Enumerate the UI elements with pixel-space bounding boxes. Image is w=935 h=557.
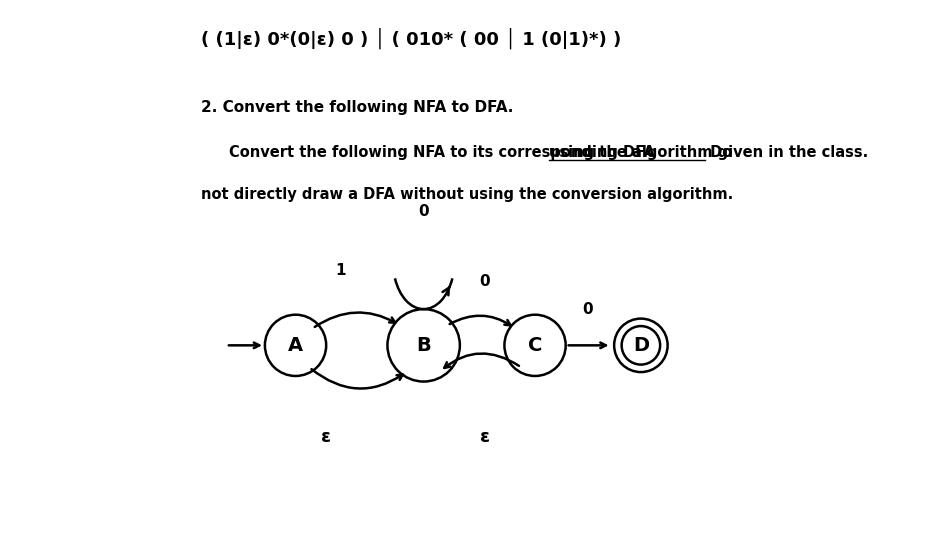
Text: using the algorithm given in the class.: using the algorithm given in the class. [549, 145, 869, 160]
Text: ε: ε [480, 428, 490, 446]
Text: C: C [528, 336, 542, 355]
Text: D: D [633, 336, 649, 355]
Text: 0: 0 [480, 274, 490, 289]
Text: B: B [416, 336, 431, 355]
Text: ( (1|ε) 0*(0|ε) 0 ) │ ( 010* ( 00 │ 1 (0|1)*) ): ( (1|ε) 0*(0|ε) 0 ) │ ( 010* ( 00 │ 1 (0… [201, 28, 621, 49]
Text: A: A [288, 336, 303, 355]
Text: Do: Do [705, 145, 732, 160]
Text: not directly draw a DFA without using the conversion algorithm.: not directly draw a DFA without using th… [201, 187, 733, 202]
Text: 2. Convert the following NFA to DFA.: 2. Convert the following NFA to DFA. [201, 100, 513, 115]
Text: 0: 0 [583, 302, 594, 316]
Text: Convert the following NFA to its corresponding DFA: Convert the following NFA to its corresp… [229, 145, 660, 160]
Text: 1: 1 [335, 263, 345, 277]
Text: 0: 0 [418, 204, 429, 219]
Text: ε: ε [321, 428, 331, 446]
